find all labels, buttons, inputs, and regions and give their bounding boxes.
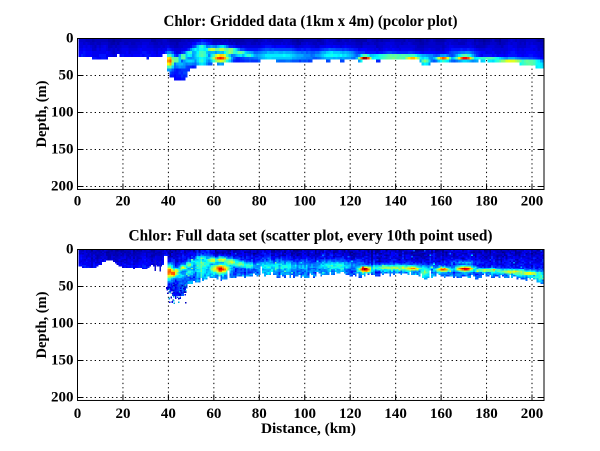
svg-text:40: 40: [161, 193, 176, 209]
svg-text:20: 20: [115, 193, 130, 209]
svg-text:0: 0: [66, 31, 74, 47]
svg-text:100: 100: [294, 406, 317, 422]
svg-text:50: 50: [59, 68, 74, 84]
svg-text:160: 160: [430, 406, 453, 422]
svg-text:100: 100: [51, 316, 74, 332]
svg-text:Depth, (m): Depth, (m): [34, 80, 50, 147]
svg-text:200: 200: [521, 406, 544, 422]
svg-text:60: 60: [206, 193, 221, 209]
svg-text:20: 20: [115, 406, 130, 422]
svg-text:Chlor: Gridded data (1km x 4m): Chlor: Gridded data (1km x 4m) (pcolor p…: [164, 13, 458, 30]
svg-text:100: 100: [294, 193, 317, 209]
svg-text:120: 120: [339, 193, 362, 209]
svg-text:60: 60: [206, 406, 221, 422]
svg-text:Depth, (m): Depth, (m): [34, 291, 50, 358]
svg-text:0: 0: [74, 193, 82, 209]
svg-text:200: 200: [51, 390, 74, 406]
svg-text:140: 140: [384, 406, 407, 422]
svg-text:150: 150: [51, 353, 74, 369]
svg-text:180: 180: [475, 193, 498, 209]
svg-text:180: 180: [475, 406, 498, 422]
svg-text:150: 150: [51, 142, 74, 158]
svg-text:200: 200: [51, 179, 74, 195]
svg-text:80: 80: [252, 193, 267, 209]
svg-text:80: 80: [252, 406, 267, 422]
svg-text:100: 100: [51, 105, 74, 121]
svg-text:160: 160: [430, 193, 453, 209]
svg-text:40: 40: [161, 406, 176, 422]
svg-text:0: 0: [66, 242, 74, 258]
svg-text:0: 0: [74, 406, 82, 422]
svg-text:50: 50: [59, 279, 74, 295]
svg-text:Distance, (km): Distance, (km): [261, 421, 356, 437]
svg-text:Chlor: Full data set (scatter: Chlor: Full data set (scatter plot, ever…: [129, 228, 493, 245]
svg-text:140: 140: [384, 193, 407, 209]
svg-text:200: 200: [521, 193, 544, 209]
svg-text:120: 120: [339, 406, 362, 422]
